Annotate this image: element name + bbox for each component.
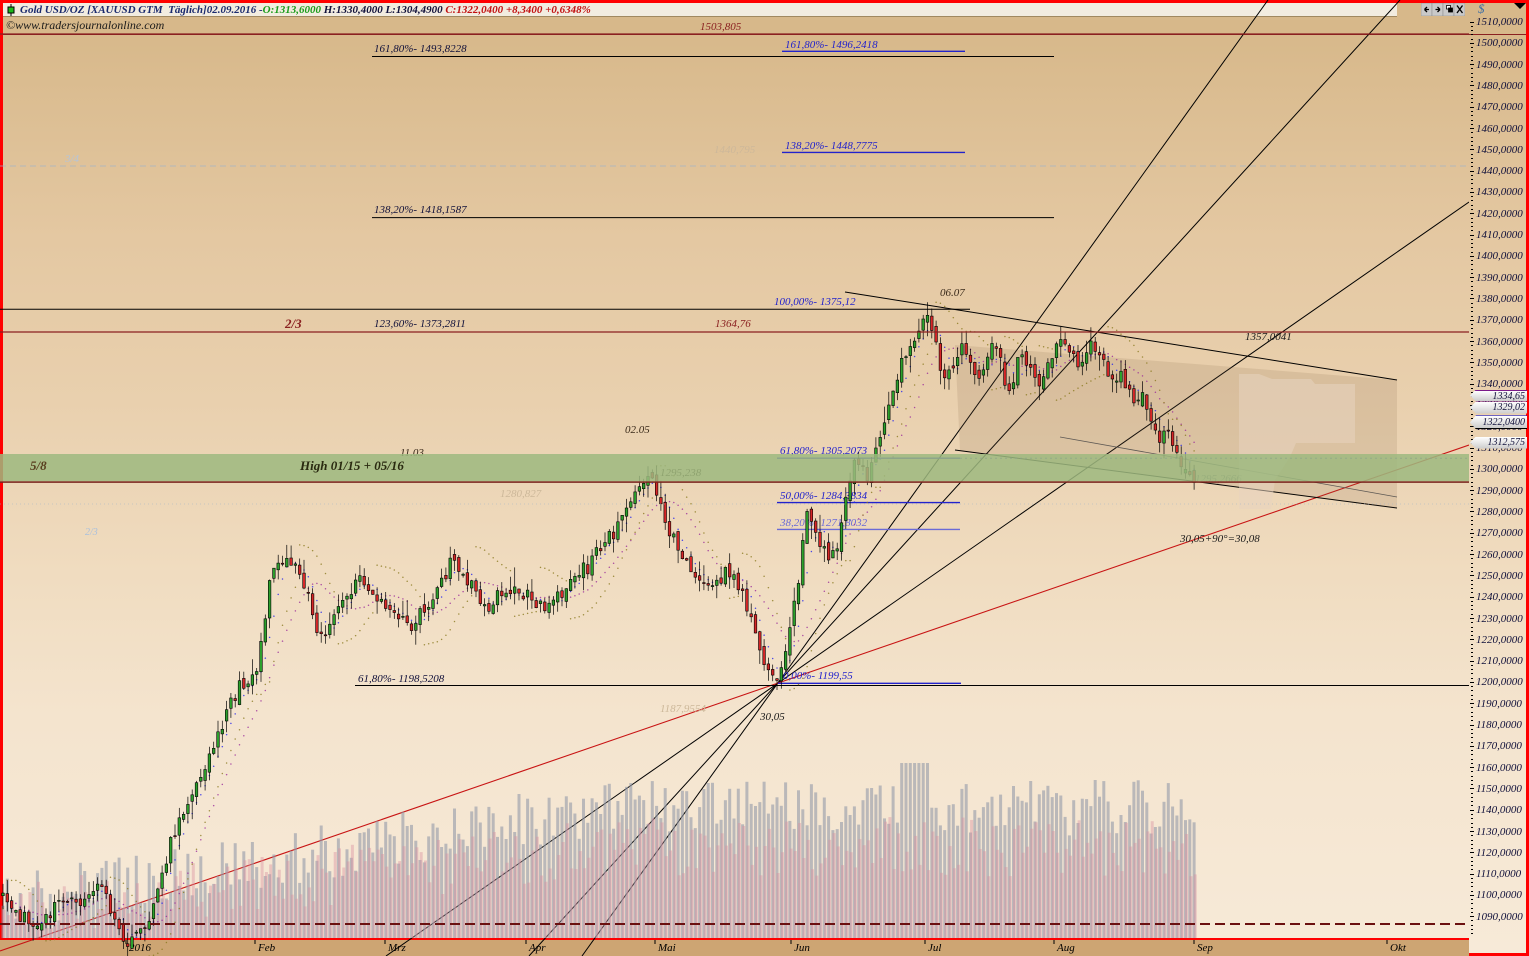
svg-text:100,00%- 1375,12: 100,00%- 1375,12 [774, 296, 856, 308]
svg-text:38,20%- 1271,8032: 38,20%- 1271,8032 [779, 517, 868, 529]
svg-text:5/8: 5/8 [30, 458, 47, 473]
svg-text:High 01/15 + 05/16: High 01/15 + 05/16 [299, 458, 404, 473]
svg-text:161,80%- 1496,2418: 161,80%- 1496,2418 [785, 39, 878, 51]
svg-text:1280,827: 1280,827 [500, 488, 542, 500]
svg-text:1187,9554: 1187,9554 [660, 703, 706, 715]
svg-text:0,00%- 1199,55: 0,00%- 1199,55 [783, 670, 853, 682]
svg-text:30,05+90°=30,08: 30,05+90°=30,08 [1179, 533, 1260, 545]
svg-text:123,60%- 1373,2811: 123,60%- 1373,2811 [374, 318, 466, 330]
svg-text:1364,76: 1364,76 [715, 318, 751, 330]
svg-text:02.05: 02.05 [625, 424, 650, 436]
svg-text:1440,795: 1440,795 [714, 144, 756, 156]
svg-text:1503,805: 1503,805 [700, 21, 742, 33]
svg-text:161,80%- 1493,8228: 161,80%- 1493,8228 [374, 43, 467, 55]
svg-text:2/3: 2/3 [284, 316, 302, 331]
svg-text:61,80%- 1198,5208: 61,80%- 1198,5208 [358, 673, 445, 685]
svg-text:3/4: 3/4 [64, 153, 80, 165]
svg-text:1357,0041: 1357,0041 [1245, 331, 1292, 343]
svg-text:138,20%- 1418,1587: 138,20%- 1418,1587 [374, 204, 467, 216]
svg-text:30,05: 30,05 [759, 711, 785, 723]
svg-text:06.07: 06.07 [940, 287, 965, 299]
svg-text:138,20%- 1448,7775: 138,20%- 1448,7775 [785, 140, 878, 152]
svg-text:2/3: 2/3 [85, 527, 98, 538]
